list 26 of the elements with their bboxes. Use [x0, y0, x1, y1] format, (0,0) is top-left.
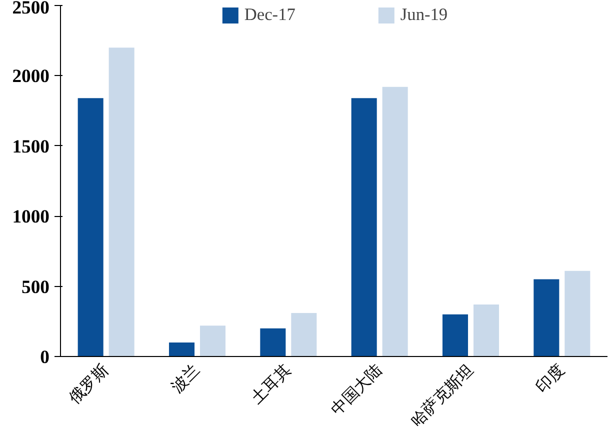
bar — [260, 328, 286, 356]
x-tick-label: 土耳其 — [248, 360, 294, 408]
bar — [473, 304, 500, 356]
y-tick-label: 1000 — [12, 206, 50, 228]
y-tick-label: 2500 — [12, 0, 50, 18]
y-tick-label: 1500 — [12, 136, 50, 158]
x-tick-label: 中国大陆 — [328, 360, 386, 419]
y-tick-label: 500 — [22, 276, 50, 298]
bar — [534, 279, 560, 356]
bar — [78, 98, 104, 356]
x-tick-label: 俄罗斯 — [65, 360, 112, 408]
x-tick-label: 哈萨克斯坦 — [407, 360, 477, 430]
bar — [200, 326, 226, 356]
bar — [291, 312, 317, 356]
x-tick-label: 印度 — [532, 360, 568, 396]
bar — [351, 98, 377, 356]
bar — [168, 342, 195, 356]
y-tick-label: 0 — [40, 347, 50, 368]
bar — [108, 48, 134, 356]
bar — [382, 86, 408, 356]
y-tick-label: 2000 — [12, 66, 50, 88]
x-tick-label: 波兰 — [168, 360, 204, 396]
legend-label: Jun-19 — [400, 5, 448, 25]
bar — [442, 314, 468, 356]
legend-label: Dec-17 — [244, 5, 296, 25]
bar — [564, 270, 590, 356]
